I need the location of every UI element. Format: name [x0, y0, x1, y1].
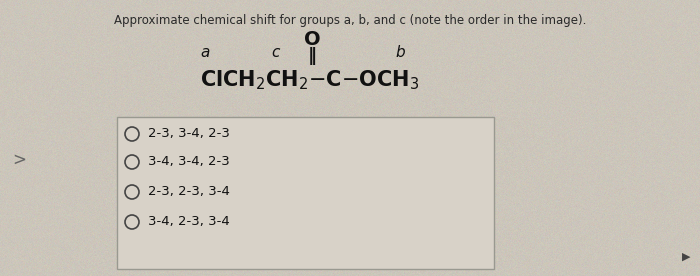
Text: b: b [395, 45, 405, 60]
Text: 2-3, 3-4, 2-3: 2-3, 3-4, 2-3 [148, 128, 230, 140]
Text: Approximate chemical shift for groups a, b, and c (note the order in the image).: Approximate chemical shift for groups a,… [114, 14, 586, 27]
Text: O: O [304, 30, 321, 49]
Text: 3-4, 3-4, 2-3: 3-4, 3-4, 2-3 [148, 155, 230, 169]
Text: ▶: ▶ [682, 252, 690, 262]
Text: c: c [271, 45, 279, 60]
Text: 3-4, 2-3, 3-4: 3-4, 2-3, 3-4 [148, 216, 230, 229]
Text: >: > [12, 151, 26, 169]
Text: ‖: ‖ [307, 47, 316, 65]
Text: a: a [200, 45, 210, 60]
Text: ClCH$_2$CH$_2$$-$C$-$OCH$_3$: ClCH$_2$CH$_2$$-$C$-$OCH$_3$ [200, 68, 420, 92]
FancyBboxPatch shape [117, 117, 494, 269]
Text: 2-3, 2-3, 3-4: 2-3, 2-3, 3-4 [148, 185, 230, 198]
